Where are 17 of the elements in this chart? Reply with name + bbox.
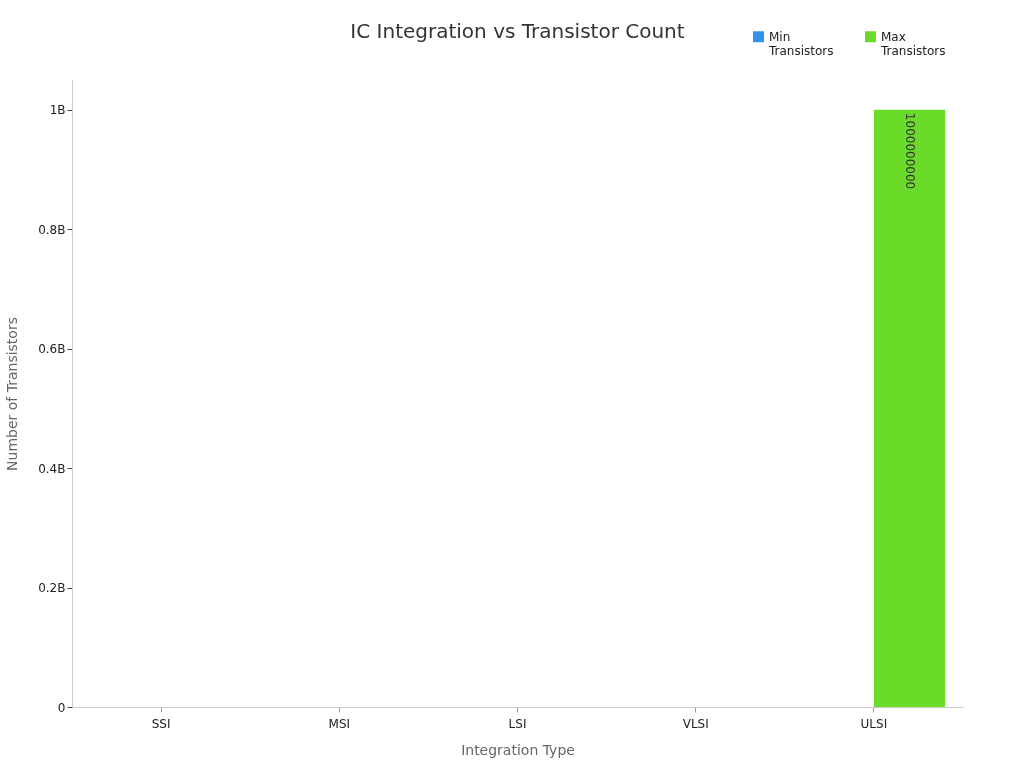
legend-label: Min Transistors bbox=[768, 29, 834, 58]
y-axis-title: Number of Transistors bbox=[4, 317, 21, 471]
x-tick-label: LSI bbox=[508, 716, 527, 731]
x-tick-label: MSI bbox=[328, 716, 351, 731]
y-tick-label: 0.2B bbox=[38, 581, 66, 596]
y-tick-label: 0 bbox=[57, 700, 66, 715]
y-tick-label: 1B bbox=[49, 103, 66, 118]
x-axis-title: Integration Type bbox=[461, 741, 575, 758]
y-tick-label: 0.6B bbox=[38, 342, 66, 357]
chart-title: IC Integration vs Transistor Count bbox=[350, 19, 685, 43]
y-tick-label: 0.8B bbox=[38, 222, 66, 237]
legend-label: Max Transistors bbox=[880, 29, 946, 58]
x-tick-label: ULSI bbox=[860, 716, 888, 731]
data-label: 1000000000 bbox=[902, 112, 917, 190]
y-tick-label: 0.4B bbox=[38, 461, 66, 476]
x-tick-label: SSI bbox=[151, 716, 171, 731]
x-tick-label: VLSI bbox=[682, 716, 709, 731]
